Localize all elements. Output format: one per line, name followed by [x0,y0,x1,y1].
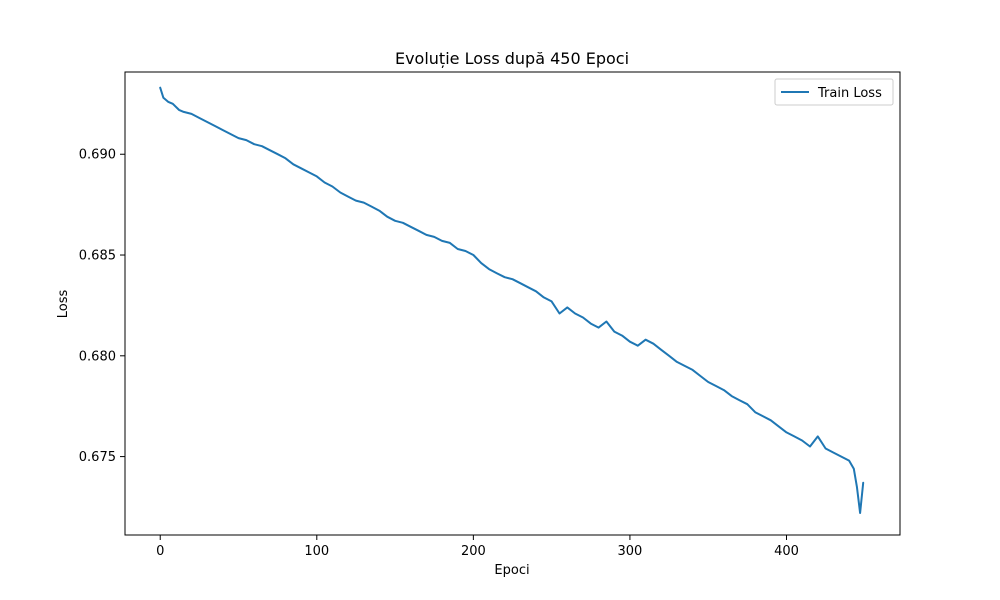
legend-label: Train Loss [817,86,882,101]
series-line-train-loss [159,86,865,514]
x-tick-label: 100 [304,544,329,559]
x-axis-label: Epoci [494,563,529,578]
x-tick-label: 400 [774,544,799,559]
legend-box [774,78,894,106]
x-tick-label: 300 [618,544,643,559]
plot-frame [124,71,901,536]
y-tick-label: 0.685 [79,249,116,264]
chart-title: Evoluție Loss după 450 Epoci [395,49,629,68]
plot-area: 0 100 200 300 400 0.675 0.680 0.685 0.690 [79,86,865,559]
x-tick-label: 0 [156,544,164,559]
y-tick-label: 0.690 [79,148,116,163]
x-tick-label: 200 [461,544,486,559]
y-tick-label: 0.675 [79,450,116,465]
y-tick-label: 0.680 [79,349,116,364]
legend: Train Loss [774,78,894,106]
y-axis-label: Loss [56,290,71,319]
